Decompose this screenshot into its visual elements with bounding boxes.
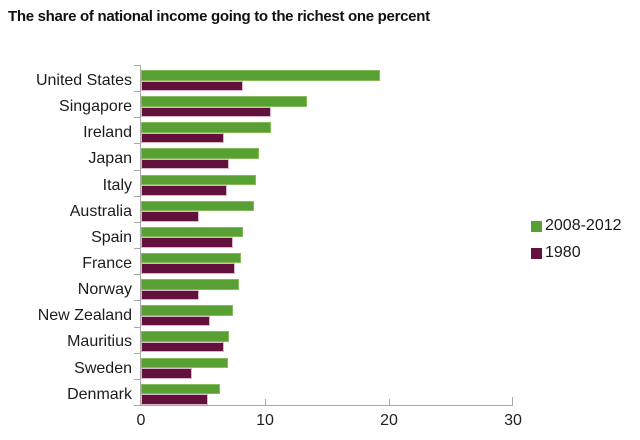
bar-1980-norway [141,289,200,301]
legend: 2008-2012 1980 [531,215,622,269]
y-axis-tick [134,274,140,275]
y-axis-tick [134,91,140,92]
y-axis-tick [134,196,140,197]
x-axis-label-0: 0 [136,412,146,429]
bar-2008-2012-sweden [141,357,228,369]
bar-group-norway: Norway [78,274,513,301]
bar-1980-new-zealand [141,315,211,327]
y-axis-tick [134,300,140,301]
category-label-united-states: United States [35,72,132,89]
x-axis-tick-10 [265,399,266,405]
y-axis-tick [134,327,140,328]
bar-group-united-states: United States [36,65,513,91]
legend-swatch-2008-2012 [531,220,542,232]
bar-2008-2012-singapore [141,96,308,107]
bar-group-denmark: Denmark [67,379,513,405]
legend-label-1980: 1980 [545,244,581,261]
bar-2008-2012-italy [141,174,257,186]
bar-1980-spain [141,237,233,248]
bar-1980-japan [141,158,230,170]
bar-1980-sweden [141,368,192,379]
legend-swatch-1980 [531,247,542,259]
bar-group-italy: Italy [103,170,513,196]
bar-1980-australia [141,211,200,222]
y-axis-tick [134,65,140,66]
bar-2008-2012-japan [141,148,259,159]
y-axis-tick [134,170,140,171]
bar-2008-2012-ireland [141,122,272,133]
legend-label-2008-2012: 2008-2012 [545,217,622,234]
x-axis-label-10: 10 [256,412,274,429]
x-axis-label-20: 20 [380,412,398,429]
bar-1980-italy [141,185,227,196]
bar-group-spain: Spain [91,222,513,248]
category-label-new-zealand: New Zealand [37,307,132,325]
y-axis-tick [134,379,140,380]
bar-2008-2012-australia [141,200,254,212]
category-label-japan: Japan [88,150,132,168]
bar-group-australia: Australia [70,196,513,222]
plot-area: United States Singapore Ireland Japan Italy A… [36,65,522,429]
chart-title: The share of national income going to th… [8,8,430,25]
y-axis-tick [134,117,140,118]
bar-group-new-zealand: New Zealand [38,300,513,327]
y-axis-tick [134,143,140,144]
x-axis-label-30: 30 [504,412,522,429]
bar-1980-united-states [141,80,243,91]
bar-1980-mauritius [141,341,225,353]
category-label-france: France [82,254,132,272]
bar-group-mauritius: Mauritius [67,326,513,353]
category-label-denmark: Denmark [67,385,132,403]
y-axis-tick [134,353,140,354]
category-label-italy: Italy [102,176,132,194]
bar-2008-2012-spain [141,226,243,238]
legend-item-1980: 1980 [531,242,622,264]
bar-group-japan: Japan [88,143,513,170]
category-label-ireland: Ireland [83,124,132,142]
bar-2008-2012-united-states [141,70,381,81]
x-axis-tick-30 [512,397,513,405]
bar-2008-2012-denmark [141,383,221,395]
bar-group-ireland: Ireland [83,117,513,144]
bar-group-sweden: Sweden [74,353,513,379]
category-label-singapore: Singapore [59,98,132,116]
bar-2008-2012-mauritius [141,331,230,342]
bar-1980-singapore [141,106,272,118]
category-label-sweden: Sweden [74,359,132,377]
bar-1980-ireland [141,132,225,144]
bar-1980-france [141,263,236,274]
category-label-norway: Norway [77,281,132,299]
x-axis-tick-20 [389,399,390,405]
y-axis-tick [134,405,140,406]
bar-group-singapore: Singapore [59,91,513,118]
category-label-spain: Spain [91,228,132,246]
bar-1980-denmark [141,394,208,405]
y-axis-tick [134,248,140,249]
bar-group-france: France [82,248,513,274]
category-label-mauritius: Mauritius [67,333,132,351]
bar-2008-2012-new-zealand [141,305,233,316]
bar-2008-2012-norway [141,279,239,290]
category-label-australia: Australia [69,202,132,220]
legend-item-2008-2012: 2008-2012 [531,215,622,237]
bar-2008-2012-france [141,252,242,264]
y-axis-tick [134,222,140,223]
